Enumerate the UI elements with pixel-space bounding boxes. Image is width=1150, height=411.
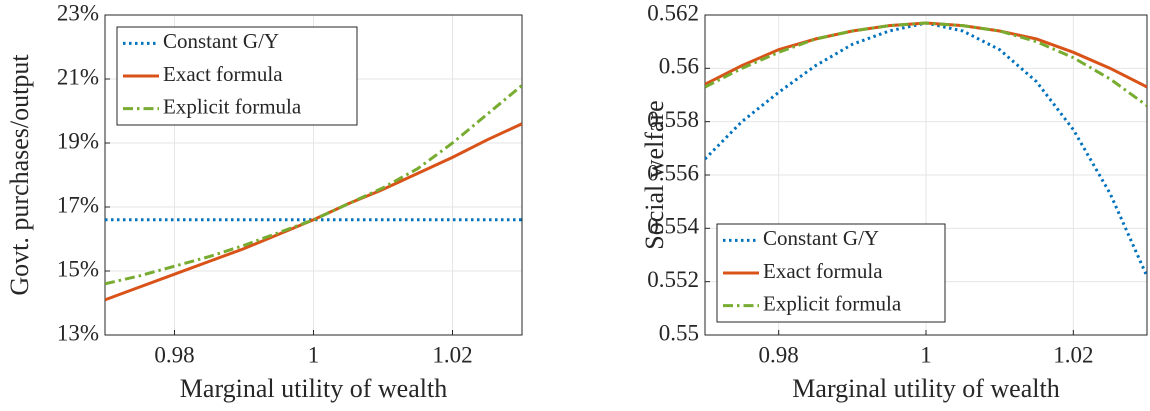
legend-label: Explicit formula [763, 291, 902, 315]
y-tick-label: 0.55 [659, 320, 699, 345]
y-axis-label: Govt. purchases/output [5, 54, 34, 296]
x-tick-label: 1 [308, 342, 320, 367]
y-tick-label: 21% [57, 64, 99, 89]
axes-box [704, 14, 1148, 336]
y-tick-label: 19% [57, 128, 99, 153]
y-tick-label: 13% [57, 320, 99, 345]
y-tick-label: 23% [57, 0, 99, 25]
series-line [105, 84, 522, 286]
legend-label: Constant G/Y [163, 29, 279, 53]
axes-box [104, 14, 523, 336]
series-line [105, 122, 522, 302]
x-tick-label: 0.98 [759, 342, 799, 367]
y-tick-label: 0.56 [659, 54, 699, 79]
x-tick-label: 0.98 [154, 342, 194, 367]
legend-label: Exact formula [763, 259, 883, 283]
y-tick-label: 0.562 [647, 0, 699, 25]
x-tick-label: 1.02 [1053, 342, 1093, 367]
x-tick-label: 1.02 [432, 342, 472, 367]
legend-label: Constant G/Y [763, 226, 879, 250]
y-tick-label: 0.552 [647, 267, 699, 292]
series-line [705, 21, 1147, 107]
y-tick-label: 0.554 [647, 214, 699, 239]
y-tick-label: 15% [57, 256, 99, 281]
legend-label: Explicit formula [163, 94, 302, 118]
y-tick-label: 0.556 [647, 160, 699, 185]
subplot: 0.55 0.552 0.554 0.556 0.558 0.56 0.562 0.98 1 1.… [640, 0, 1148, 403]
y-axis-label: Social welfare [640, 100, 669, 249]
y-tick-label: 0.558 [647, 107, 699, 132]
x-axis-label: Marginal utility of wealth [792, 374, 1059, 403]
y-tick-label: 17% [57, 192, 99, 217]
x-axis-label: Marginal utility of wealth [180, 374, 447, 403]
subplot: 13% 15% 17% 19% 21% 23% 0.98 1 1.02 Marginal util… [5, 0, 523, 403]
legend-label: Exact formula [163, 62, 283, 86]
x-tick-label: 1 [920, 342, 932, 367]
